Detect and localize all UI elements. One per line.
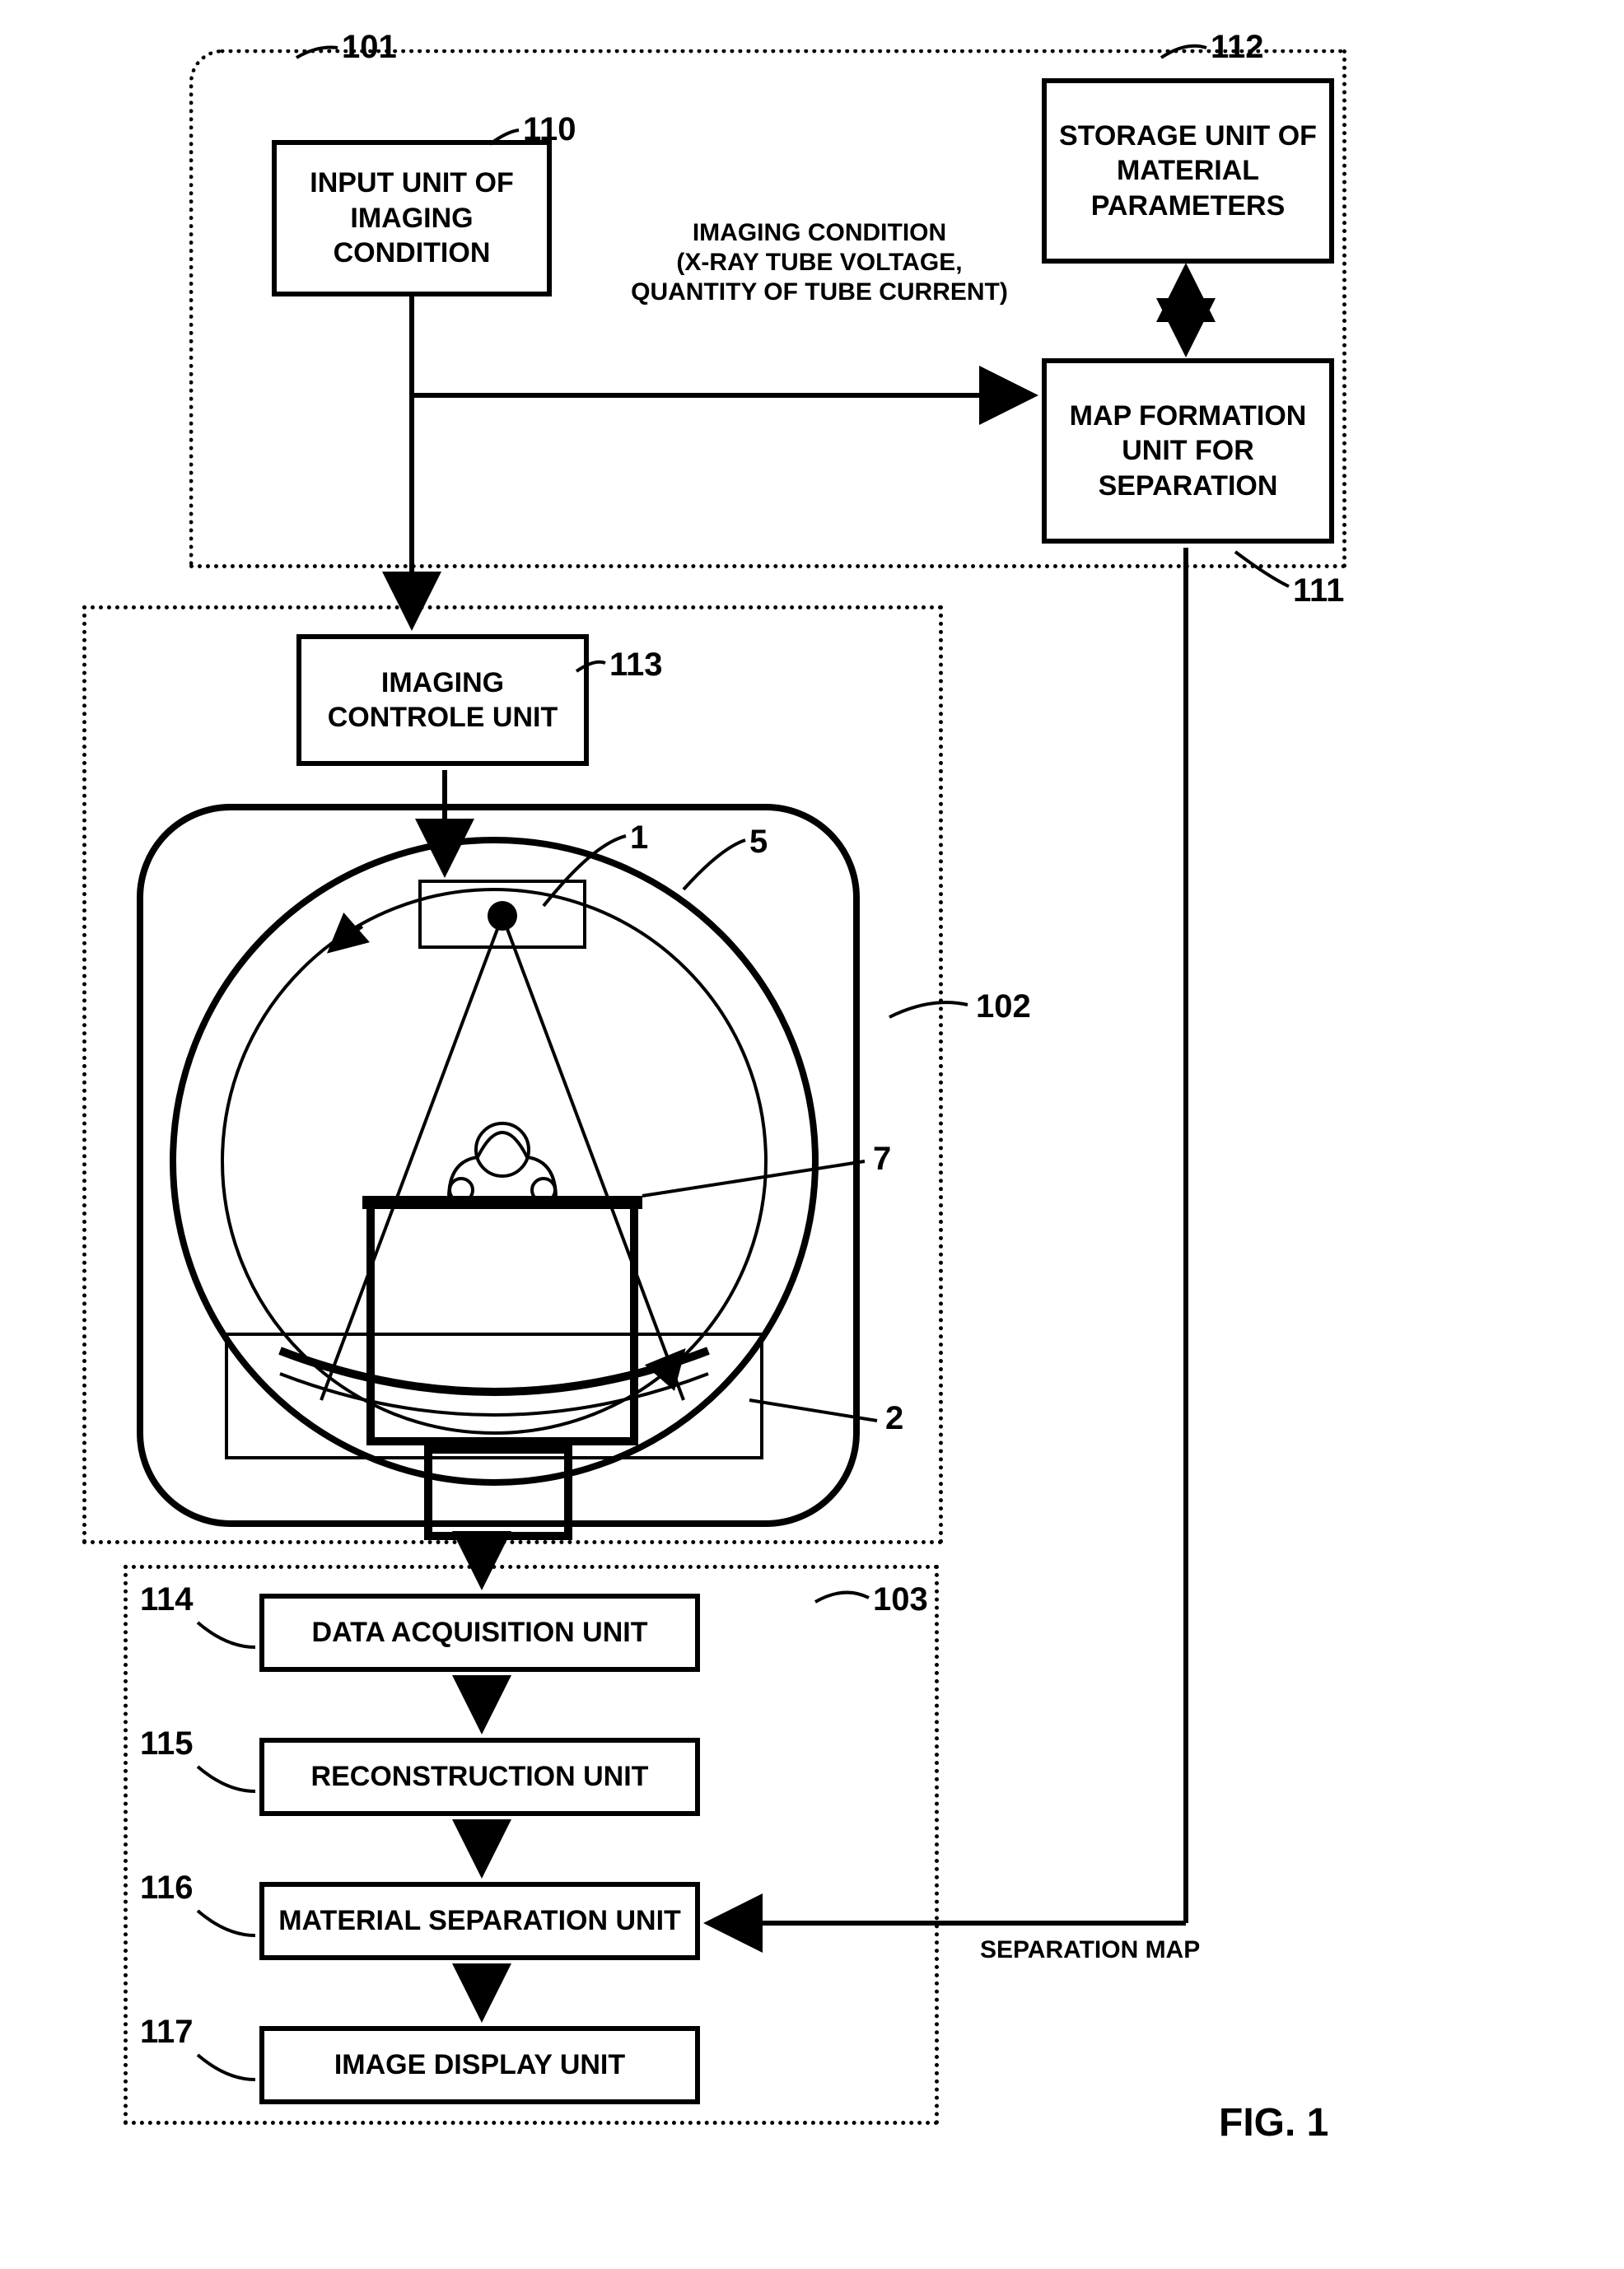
box-data-acq: DATA ACQUISITION UNIT — [259, 1594, 700, 1672]
figure-label: FIG. 1 — [1219, 2100, 1328, 2145]
label-1: 1 — [630, 819, 648, 857]
box-data-acq-label: DATA ACQUISITION UNIT — [312, 1615, 648, 1650]
label-115: 115 — [140, 1725, 194, 1762]
ann-imaging-condition: IMAGING CONDITION (X-RAY TUBE VOLTAGE, Q… — [601, 218, 1038, 307]
label-2: 2 — [885, 1400, 903, 1437]
box-map-formation-label: MAP FORMATION UNIT FOR SEPARATION — [1058, 399, 1318, 504]
ann-ic-2: (X-RAY TUBE VOLTAGE, — [601, 248, 1038, 278]
label-113: 113 — [609, 647, 663, 684]
box-reconstruction-label: RECONSTRUCTION UNIT — [311, 1759, 649, 1795]
label-102: 102 — [976, 988, 1031, 1025]
box-storage-unit-label: STORAGE UNIT OF MATERIAL PARAMETERS — [1058, 119, 1318, 224]
label-101: 101 — [342, 29, 397, 66]
label-5: 5 — [749, 824, 768, 861]
box-imaging-control: IMAGING CONTROLE UNIT — [296, 634, 589, 766]
label-110: 110 — [523, 111, 576, 148]
label-114: 114 — [140, 1581, 194, 1618]
box-imaging-control-label: IMAGING CONTROLE UNIT — [313, 665, 572, 735]
ann-ic-1: IMAGING CONDITION — [601, 218, 1038, 248]
label-112: 112 — [1211, 29, 1264, 66]
ann-separation-map: SEPARATION MAP — [980, 1935, 1200, 1965]
box-image-display: IMAGE DISPLAY UNIT — [259, 2026, 700, 2104]
box-material-sep: MATERIAL SEPARATION UNIT — [259, 1882, 700, 1960]
figure-canvas: INPUT UNIT OF IMAGING CONDITION STORAGE … — [33, 33, 1433, 2174]
label-7: 7 — [873, 1141, 891, 1178]
label-117: 117 — [140, 2014, 194, 2051]
box-input-unit-label: INPUT UNIT OF IMAGING CONDITION — [288, 166, 535, 271]
label-103: 103 — [873, 1581, 928, 1618]
box-storage-unit: STORAGE UNIT OF MATERIAL PARAMETERS — [1042, 78, 1334, 264]
label-116: 116 — [140, 1870, 194, 1907]
box-input-unit: INPUT UNIT OF IMAGING CONDITION — [272, 140, 552, 296]
box-material-sep-label: MATERIAL SEPARATION UNIT — [278, 1903, 681, 1939]
label-111: 111 — [1293, 572, 1344, 609]
box-map-formation: MAP FORMATION UNIT FOR SEPARATION — [1042, 358, 1334, 544]
box-reconstruction: RECONSTRUCTION UNIT — [259, 1738, 700, 1816]
ann-ic-3: QUANTITY OF TUBE CURRENT) — [601, 278, 1038, 307]
box-image-display-label: IMAGE DISPLAY UNIT — [334, 2047, 625, 2083]
